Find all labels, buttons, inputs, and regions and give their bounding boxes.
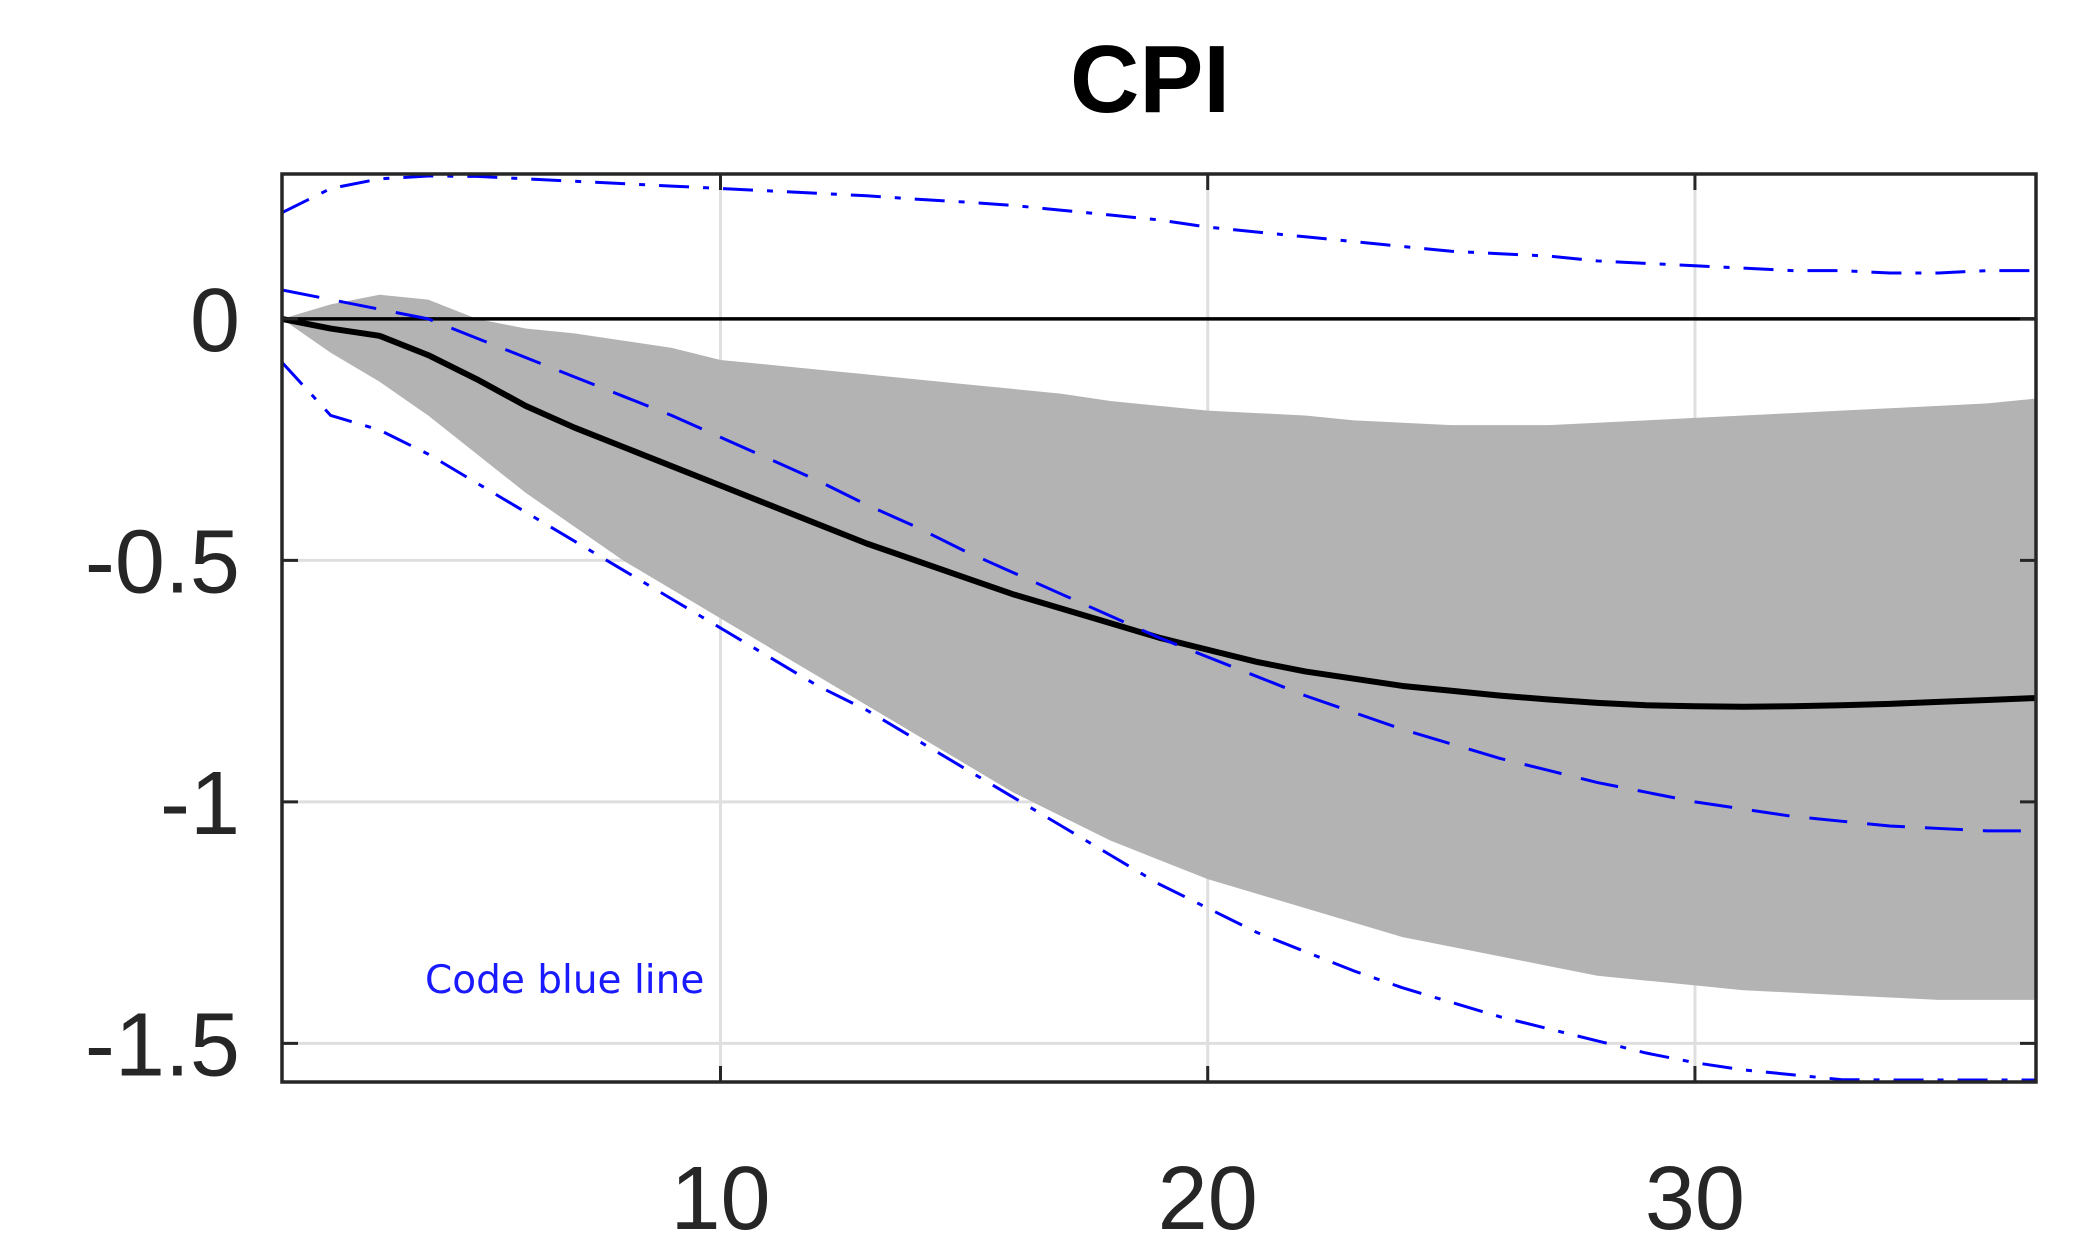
- y-tick-label-1: -0.5: [85, 512, 240, 612]
- y-tick-label-0: 0: [190, 271, 240, 371]
- plot-area: 10 20 30 0 -0.5 -1 -1.5: [85, 172, 2038, 1249]
- series-line-1: [282, 288, 2036, 833]
- y-tick-label-2: -1: [160, 754, 240, 854]
- x-tick-label-0: 10: [670, 1149, 770, 1249]
- axes-frame: [280, 172, 2038, 1084]
- series-line-3: [282, 361, 2036, 1082]
- confidence-band: [282, 294, 2036, 1000]
- chart-title: CPI: [1070, 26, 1230, 133]
- y-tick-label-3: -1.5: [85, 995, 240, 1095]
- series-line-2: [282, 174, 2036, 275]
- annotation-text: Code blue line: [425, 958, 704, 1003]
- x-tick-label-1: 20: [1158, 1149, 1258, 1249]
- x-tick-label-2: 30: [1645, 1149, 1745, 1249]
